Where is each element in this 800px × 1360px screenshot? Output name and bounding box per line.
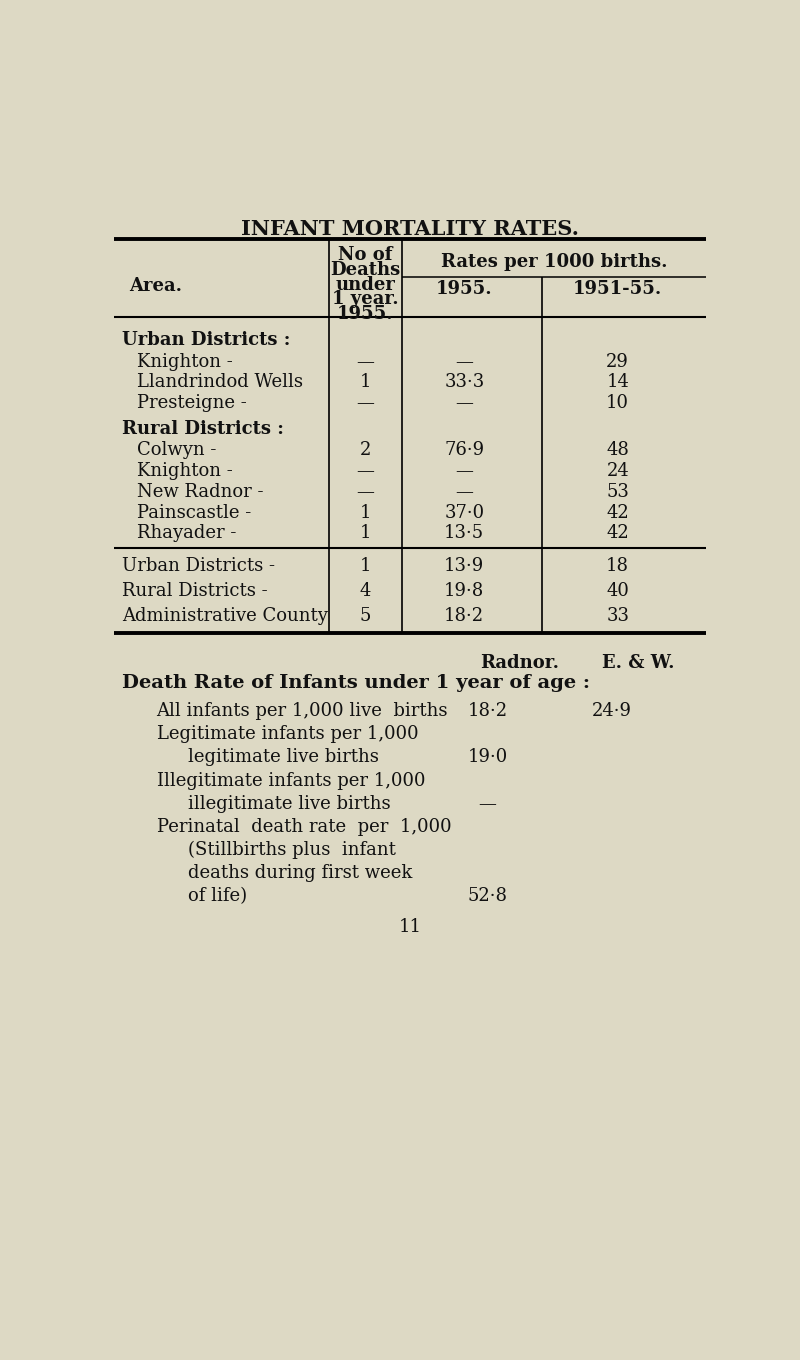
Text: —: — xyxy=(356,462,374,480)
Text: Rural Districts :: Rural Districts : xyxy=(122,420,283,438)
Text: 29: 29 xyxy=(606,352,629,371)
Text: under: under xyxy=(335,276,395,294)
Text: 48: 48 xyxy=(606,441,629,460)
Text: 24·9: 24·9 xyxy=(591,702,631,721)
Text: Urban Districts -: Urban Districts - xyxy=(122,558,274,575)
Text: 13·5: 13·5 xyxy=(444,525,484,543)
Text: 18·2: 18·2 xyxy=(444,607,484,624)
Text: 1: 1 xyxy=(359,374,371,392)
Text: 40: 40 xyxy=(606,582,629,600)
Text: Perinatal  death rate  per  1,000: Perinatal death rate per 1,000 xyxy=(157,817,451,835)
Text: Administrative County: Administrative County xyxy=(122,607,327,624)
Text: 19·0: 19·0 xyxy=(467,748,508,767)
Text: 24: 24 xyxy=(606,462,629,480)
Text: 18: 18 xyxy=(606,558,630,575)
Text: Death Rate of Infants under 1 year of age :: Death Rate of Infants under 1 year of ag… xyxy=(122,675,590,692)
Text: E. & W.: E. & W. xyxy=(602,654,674,672)
Text: —: — xyxy=(455,462,473,480)
Text: —: — xyxy=(455,352,473,371)
Text: Rates per 1000 births.: Rates per 1000 births. xyxy=(441,253,667,271)
Text: (Stillbirths plus  infant: (Stillbirths plus infant xyxy=(187,840,395,860)
Text: All infants per 1,000 live  births: All infants per 1,000 live births xyxy=(157,702,448,721)
Text: legitimate live births: legitimate live births xyxy=(187,748,378,767)
Text: illegitimate live births: illegitimate live births xyxy=(187,794,390,813)
Text: 18·2: 18·2 xyxy=(467,702,507,721)
Text: 1: 1 xyxy=(359,558,371,575)
Text: Rural Districts -: Rural Districts - xyxy=(122,582,267,600)
Text: 1955.: 1955. xyxy=(436,280,493,298)
Text: —: — xyxy=(478,794,497,813)
Text: —: — xyxy=(356,394,374,412)
Text: Presteigne -: Presteigne - xyxy=(138,394,247,412)
Text: 76·9: 76·9 xyxy=(444,441,484,460)
Text: Legitimate infants per 1,000: Legitimate infants per 1,000 xyxy=(157,725,418,744)
Text: 53: 53 xyxy=(606,483,629,500)
Text: 19·8: 19·8 xyxy=(444,582,484,600)
Text: Radnor.: Radnor. xyxy=(480,654,558,672)
Text: —: — xyxy=(356,483,374,500)
Text: of life): of life) xyxy=(187,887,246,904)
Text: 37·0: 37·0 xyxy=(444,503,484,521)
Text: 1: 1 xyxy=(359,525,371,543)
Text: Knighton -: Knighton - xyxy=(138,352,233,371)
Text: 52·8: 52·8 xyxy=(467,887,507,904)
Text: Illegitimate infants per 1,000: Illegitimate infants per 1,000 xyxy=(157,771,425,790)
Text: 4: 4 xyxy=(359,582,370,600)
Text: Area.: Area. xyxy=(130,277,182,295)
Text: Urban Districts :: Urban Districts : xyxy=(122,330,290,350)
Text: 1955.: 1955. xyxy=(337,305,394,322)
Text: 42: 42 xyxy=(606,503,629,521)
Text: 33: 33 xyxy=(606,607,630,624)
Text: 10: 10 xyxy=(606,394,630,412)
Text: Deaths: Deaths xyxy=(330,261,400,279)
Text: Rhayader -: Rhayader - xyxy=(138,525,237,543)
Text: New Radnor -: New Radnor - xyxy=(138,483,264,500)
Text: 33·3: 33·3 xyxy=(444,374,484,392)
Text: No of: No of xyxy=(338,246,392,264)
Text: 14: 14 xyxy=(606,374,629,392)
Text: —: — xyxy=(455,394,473,412)
Text: Painscastle -: Painscastle - xyxy=(138,503,251,521)
Text: 2: 2 xyxy=(359,441,370,460)
Text: Llandrindod Wells: Llandrindod Wells xyxy=(138,374,303,392)
Text: —: — xyxy=(455,483,473,500)
Text: 13·9: 13·9 xyxy=(444,558,484,575)
Text: 1951-55.: 1951-55. xyxy=(573,280,662,298)
Text: —: — xyxy=(356,352,374,371)
Text: 42: 42 xyxy=(606,525,629,543)
Text: Colwyn -: Colwyn - xyxy=(138,441,217,460)
Text: 1 year.: 1 year. xyxy=(332,290,398,309)
Text: Knighton -: Knighton - xyxy=(138,462,233,480)
Text: 5: 5 xyxy=(359,607,370,624)
Text: deaths during first week: deaths during first week xyxy=(187,864,412,881)
Text: INFANT MORTALITY RATES.: INFANT MORTALITY RATES. xyxy=(241,219,579,238)
Text: 11: 11 xyxy=(398,918,422,936)
Text: 1: 1 xyxy=(359,503,371,521)
